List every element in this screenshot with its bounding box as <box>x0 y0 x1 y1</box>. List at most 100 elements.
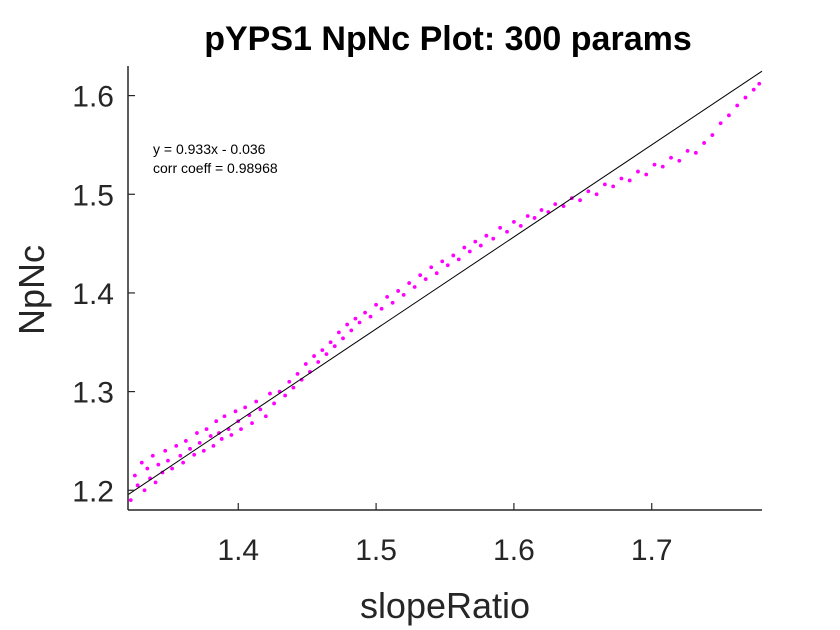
data-point <box>181 460 186 465</box>
data-point <box>539 208 544 212</box>
data-point <box>156 462 161 467</box>
x-tick-label: 1.4 <box>217 534 259 567</box>
corr-coeff-label: corr coeff = 0.98968 <box>153 160 278 176</box>
y-tick-label: 1.6 <box>72 81 114 114</box>
data-point <box>473 239 478 244</box>
data-point <box>602 182 607 187</box>
data-point <box>735 103 740 108</box>
data-point <box>201 448 206 453</box>
data-point <box>491 236 496 241</box>
data-point <box>174 443 179 448</box>
data-point <box>743 95 748 100</box>
data-point <box>349 328 354 333</box>
y-tick-label: 1.3 <box>72 377 114 410</box>
data-point <box>166 458 170 463</box>
data-point <box>312 354 316 358</box>
data-point <box>594 192 599 197</box>
data-point <box>553 202 558 207</box>
data-point <box>303 362 308 366</box>
data-point <box>316 360 321 364</box>
data-point <box>685 148 690 153</box>
data-point <box>505 229 509 234</box>
data-point <box>451 253 456 258</box>
data-point <box>434 271 439 276</box>
data-point <box>462 245 467 250</box>
data-point <box>328 340 333 345</box>
data-point <box>652 162 657 167</box>
data-point <box>128 498 133 503</box>
data-point <box>418 273 423 278</box>
data-point <box>586 189 591 194</box>
data-point <box>229 433 234 437</box>
data-point <box>456 257 461 262</box>
data-point <box>478 243 483 248</box>
y-tick-label: 1.5 <box>72 179 114 212</box>
data-point <box>178 453 183 458</box>
data-point <box>222 414 227 419</box>
data-point <box>211 443 216 448</box>
data-point <box>243 405 248 410</box>
data-point <box>412 285 417 289</box>
data-point <box>320 348 325 353</box>
data-point <box>440 259 445 264</box>
data-point <box>445 263 450 268</box>
data-point <box>423 277 428 282</box>
data-point <box>710 133 715 137</box>
data-point <box>192 452 197 457</box>
data-point <box>291 385 296 390</box>
tick-labels: 1.4 1.5 1.6 1.7 1.2 1.3 1.4 1.5 1.6 <box>72 81 672 567</box>
axes <box>127 66 762 511</box>
data-point <box>578 198 582 203</box>
fit-line <box>127 70 763 496</box>
data-point <box>357 320 362 325</box>
data-point <box>353 316 358 321</box>
x-axis-label: slopeRatio <box>360 585 530 626</box>
data-point <box>150 453 155 458</box>
data-point <box>341 336 345 341</box>
y-tick-label: 1.4 <box>72 278 114 311</box>
data-point <box>287 379 292 384</box>
data-point <box>153 480 158 485</box>
data-point <box>163 448 168 453</box>
data-point <box>660 164 665 169</box>
data-point <box>239 427 243 431</box>
data-point <box>363 310 367 315</box>
data-point <box>332 344 337 349</box>
data-point <box>145 466 150 471</box>
data-point <box>139 460 144 465</box>
data-point <box>368 314 373 319</box>
data-point <box>170 466 175 471</box>
data-point <box>385 294 390 299</box>
fit-line-layer <box>127 70 763 496</box>
data-point <box>233 409 238 414</box>
data-point <box>132 473 137 478</box>
data-point <box>561 204 566 209</box>
data-point <box>718 121 723 126</box>
data-point <box>512 219 516 224</box>
data-point <box>183 439 188 443</box>
data-point <box>429 265 434 270</box>
data-point <box>401 293 406 297</box>
data-point <box>484 233 489 238</box>
data-point <box>611 184 616 189</box>
data-point <box>498 225 503 230</box>
data-point <box>208 434 213 438</box>
data-point <box>214 419 219 424</box>
data-point <box>197 441 202 445</box>
data-point <box>532 216 537 220</box>
data-point <box>396 289 401 293</box>
data-point <box>268 391 272 396</box>
data-point <box>407 281 412 285</box>
data-point <box>258 407 263 412</box>
fit-equation-label: y = 0.933x - 0.036 <box>153 141 266 157</box>
data-point <box>669 155 673 160</box>
data-point <box>204 427 209 431</box>
data-point <box>195 431 199 435</box>
data-point <box>518 223 523 228</box>
x-tick-label: 1.6 <box>493 534 535 567</box>
y-axis-label: NpNc <box>11 245 52 335</box>
data-point <box>677 158 682 163</box>
data-point <box>254 399 259 404</box>
data-point <box>379 306 384 311</box>
data-point <box>757 81 762 86</box>
